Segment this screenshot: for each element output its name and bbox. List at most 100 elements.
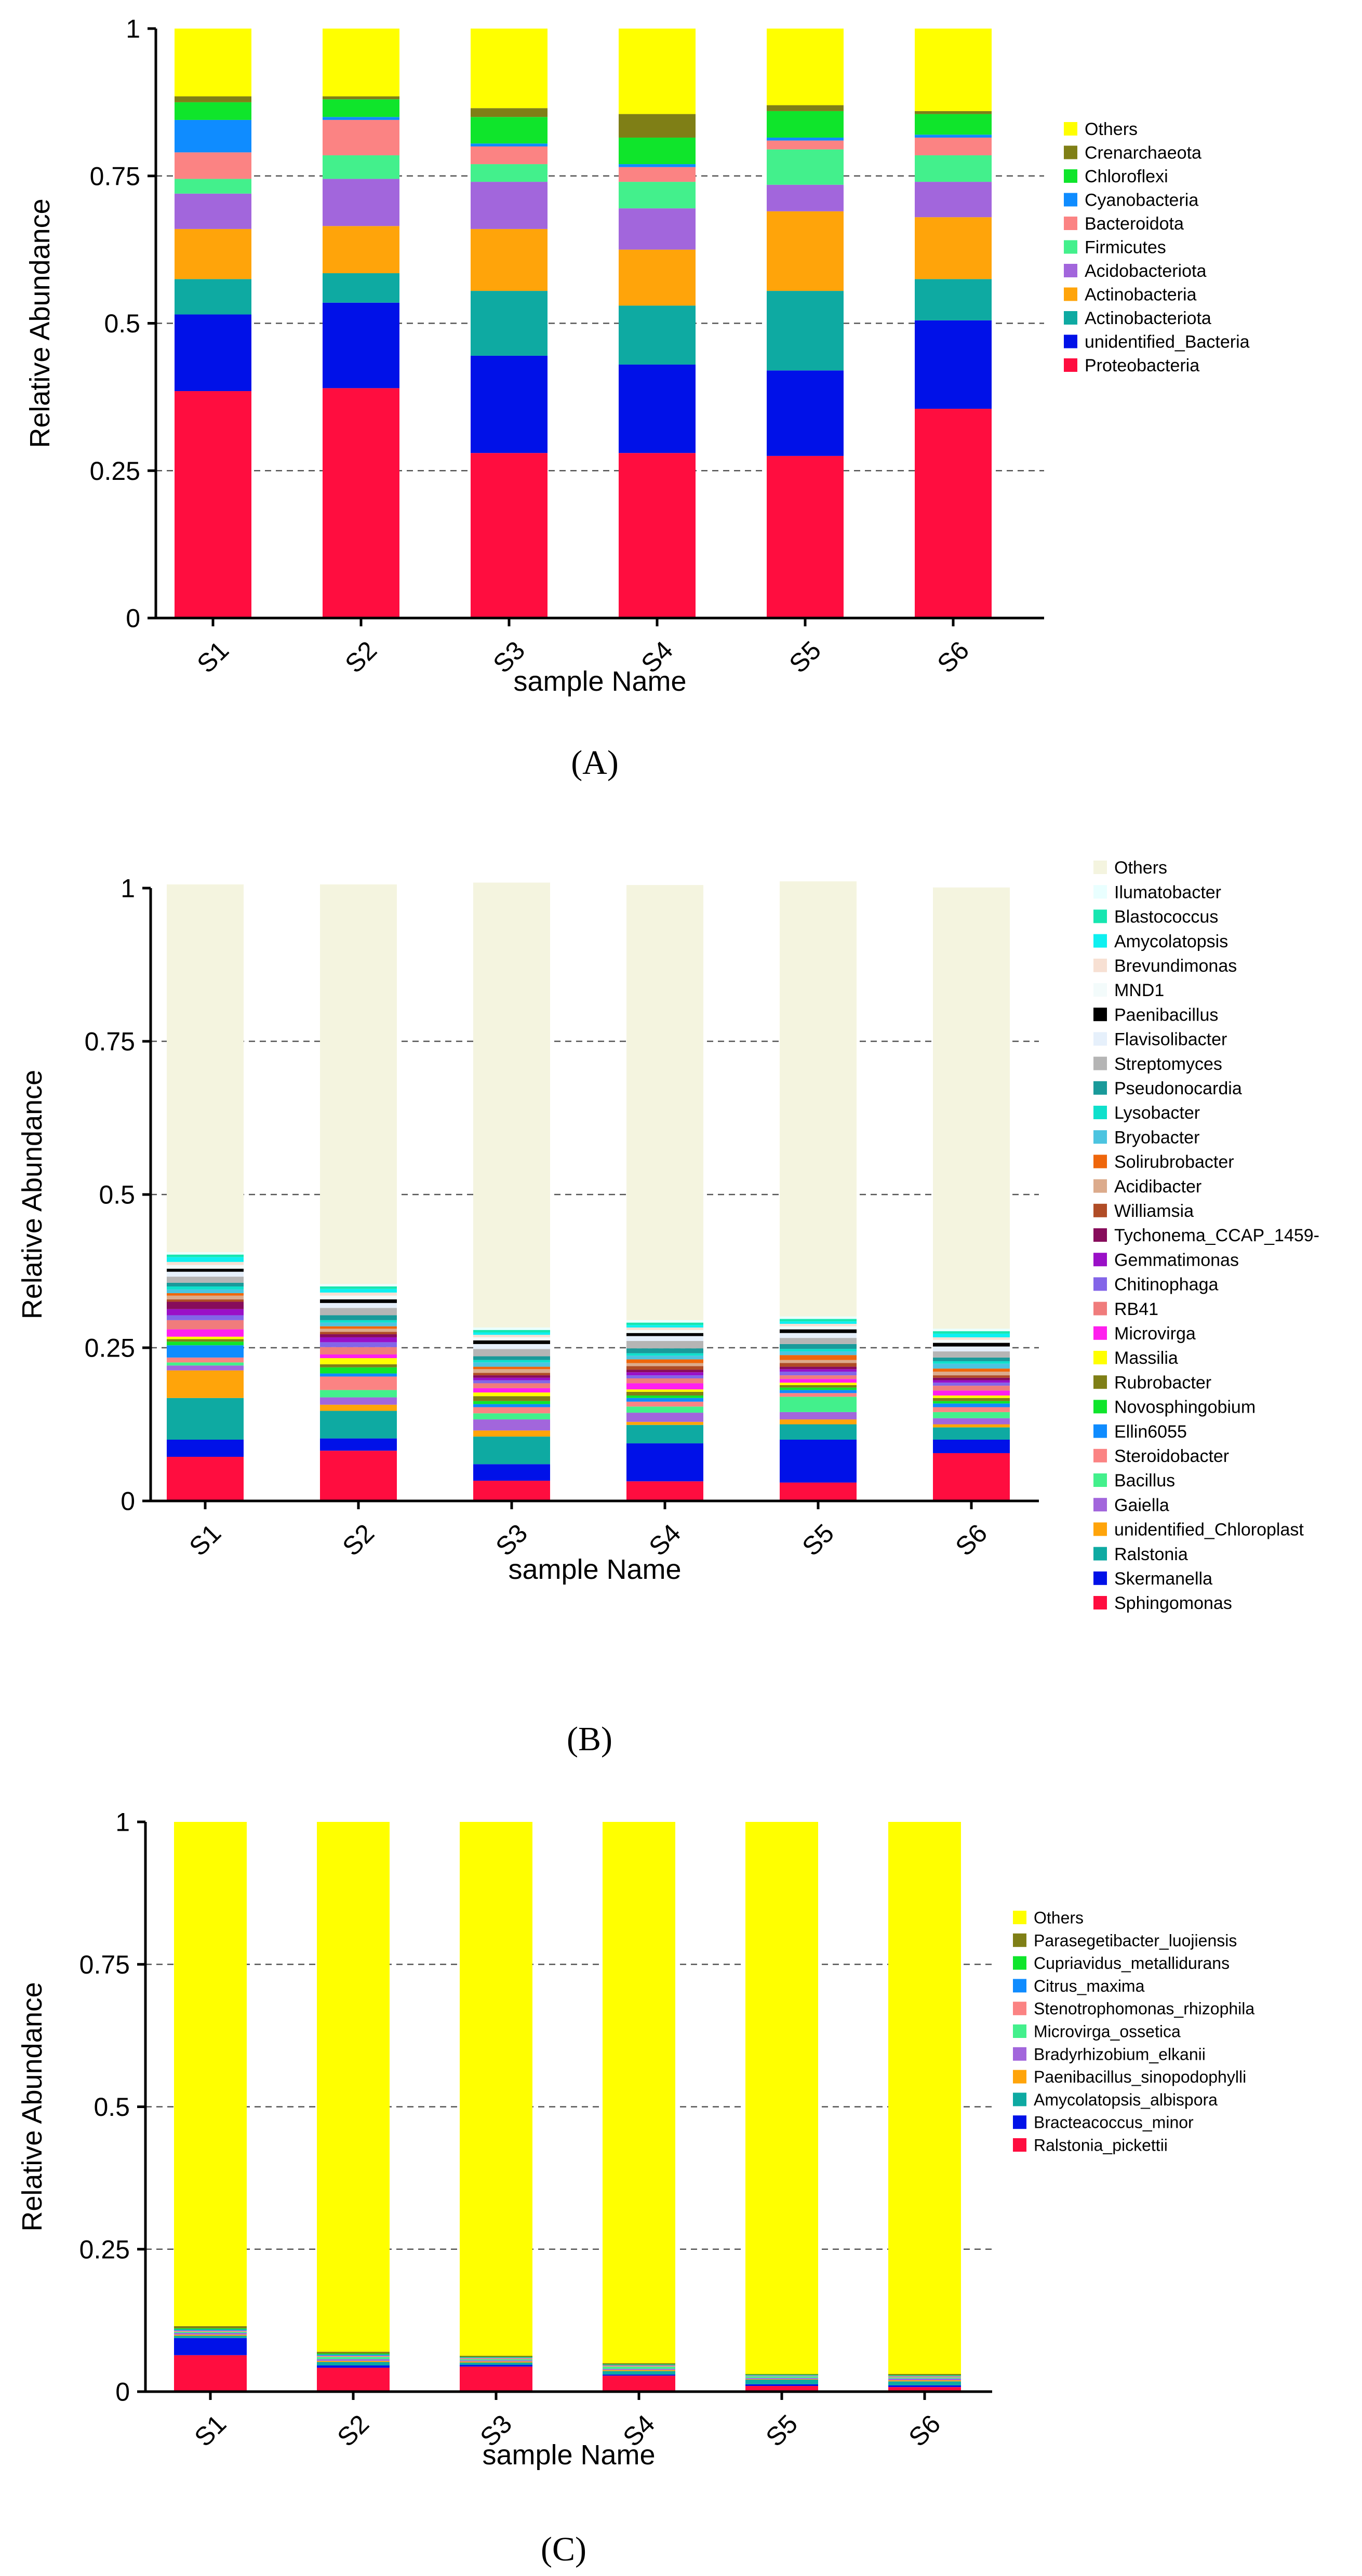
bar-segment	[473, 1337, 550, 1340]
bar-segment	[174, 2338, 247, 2355]
legend-label: Paenibacillus_sinopodophylli	[1034, 2068, 1246, 2086]
legend-label: Williamsia	[1114, 1201, 1194, 1221]
bar-segment	[167, 1309, 244, 1316]
legend-swatch	[1064, 217, 1077, 230]
bar-segment	[175, 229, 251, 279]
legend-swatch	[1093, 1547, 1107, 1561]
bar-segment	[745, 2375, 818, 2376]
bar-segment	[471, 229, 548, 291]
bar-segment	[767, 370, 844, 456]
bar-segment	[933, 1407, 1010, 1412]
bar-segment	[933, 1418, 1010, 1425]
x-tick-label: S1	[183, 1519, 226, 1562]
legend-label: Actinobacteriota	[1085, 308, 1211, 328]
legend-swatch	[1064, 145, 1077, 159]
bar-segment	[323, 155, 399, 179]
x-tick-label: S6	[931, 636, 974, 679]
legend-label: Gaiella	[1114, 1495, 1169, 1515]
bar-segment	[473, 1392, 550, 1397]
legend-label: Brevundimonas	[1114, 956, 1237, 976]
bar-segment	[167, 1345, 244, 1358]
bar-segment	[767, 149, 844, 185]
legend-label: Ilumatobacter	[1114, 882, 1221, 902]
bar-segment	[780, 1349, 857, 1352]
bar-segment	[320, 1322, 397, 1326]
legend-swatch	[1013, 1979, 1026, 1993]
bar-segment	[167, 1315, 244, 1320]
legend-label: Cyanobacteria	[1085, 191, 1198, 210]
bar-segment	[626, 1406, 703, 1413]
bar-segment	[175, 314, 251, 392]
legend-swatch	[1093, 1326, 1107, 1340]
bar-segment	[888, 2375, 961, 2376]
legend-label: Bacillus	[1114, 1471, 1175, 1491]
bar-segment	[167, 1262, 244, 1265]
bar-segment	[320, 1299, 397, 1303]
legend-swatch	[1093, 1522, 1107, 1536]
x-tick-label: S2	[339, 636, 382, 679]
bar-segment	[915, 182, 992, 218]
y-tick-label: 0.75	[85, 1027, 135, 1056]
legend-swatch	[1013, 2002, 1026, 2016]
bar-segment	[460, 2358, 532, 2359]
legend-label: Ralstonia	[1114, 1545, 1188, 1564]
x-axis-title: sample Name	[513, 666, 686, 697]
bar-segment	[933, 1343, 1010, 1347]
bar-segment	[767, 184, 844, 211]
bar-segment	[471, 29, 548, 109]
legend-swatch	[1093, 1203, 1107, 1217]
bar-segment	[780, 1379, 857, 1383]
bar-segment	[888, 2381, 961, 2385]
bar-segment	[320, 1373, 397, 1377]
bar-segment	[915, 409, 992, 618]
bar-segment	[473, 1360, 550, 1363]
bar-segment	[317, 2360, 390, 2362]
bar-segment	[471, 146, 548, 165]
bar-segment	[619, 453, 696, 618]
legend-label: Proteobacteria	[1085, 356, 1199, 375]
bar-segment	[626, 1425, 703, 1444]
legend-swatch	[1064, 311, 1077, 325]
bar-segment	[603, 2365, 675, 2367]
legend-swatch	[1093, 1424, 1107, 1438]
legend-label: Bacteroidota	[1085, 214, 1184, 234]
bar-segment	[888, 2385, 961, 2387]
bar-segment	[473, 1377, 550, 1380]
bar-segment	[780, 1375, 857, 1379]
y-tick-label: 1	[121, 874, 135, 903]
legend-swatch	[1093, 1571, 1107, 1585]
bar-segment	[780, 1387, 857, 1390]
bar-segment	[933, 1337, 1010, 1340]
bar-segment	[626, 1333, 703, 1336]
bar-segment	[619, 167, 696, 182]
bar-segment	[915, 29, 992, 111]
x-tick-label: S6	[950, 1519, 993, 1562]
bar-segment	[320, 1358, 397, 1364]
bar-segment	[767, 137, 844, 141]
bar-segment	[780, 1397, 857, 1412]
bar-segment	[780, 1363, 857, 1367]
legend-swatch	[1093, 1375, 1107, 1389]
legend-swatch	[1013, 1933, 1026, 1947]
bar-segment	[619, 29, 696, 114]
legend-label: Skermanella	[1114, 1569, 1212, 1589]
bar-segment	[473, 1383, 550, 1388]
bar-segment	[320, 1326, 397, 1329]
legend-swatch	[1093, 1056, 1107, 1070]
bar-segment	[175, 279, 251, 315]
bar-segment	[619, 208, 696, 250]
bar-segment	[473, 1373, 550, 1376]
bar-segment	[460, 2365, 532, 2367]
legend-swatch	[1064, 287, 1077, 301]
bar-segment	[745, 2386, 818, 2392]
bar-segment	[933, 1403, 1010, 1407]
bar-segment	[745, 1822, 818, 2374]
bar-segment	[320, 1329, 397, 1332]
legend-label: Acidobacteriota	[1085, 261, 1206, 281]
bar-segment	[320, 1286, 397, 1289]
bar-segment	[780, 1344, 857, 1349]
bar-segment	[175, 119, 251, 153]
y-tick-label: 0.25	[90, 457, 140, 486]
legend-swatch	[1064, 334, 1077, 348]
